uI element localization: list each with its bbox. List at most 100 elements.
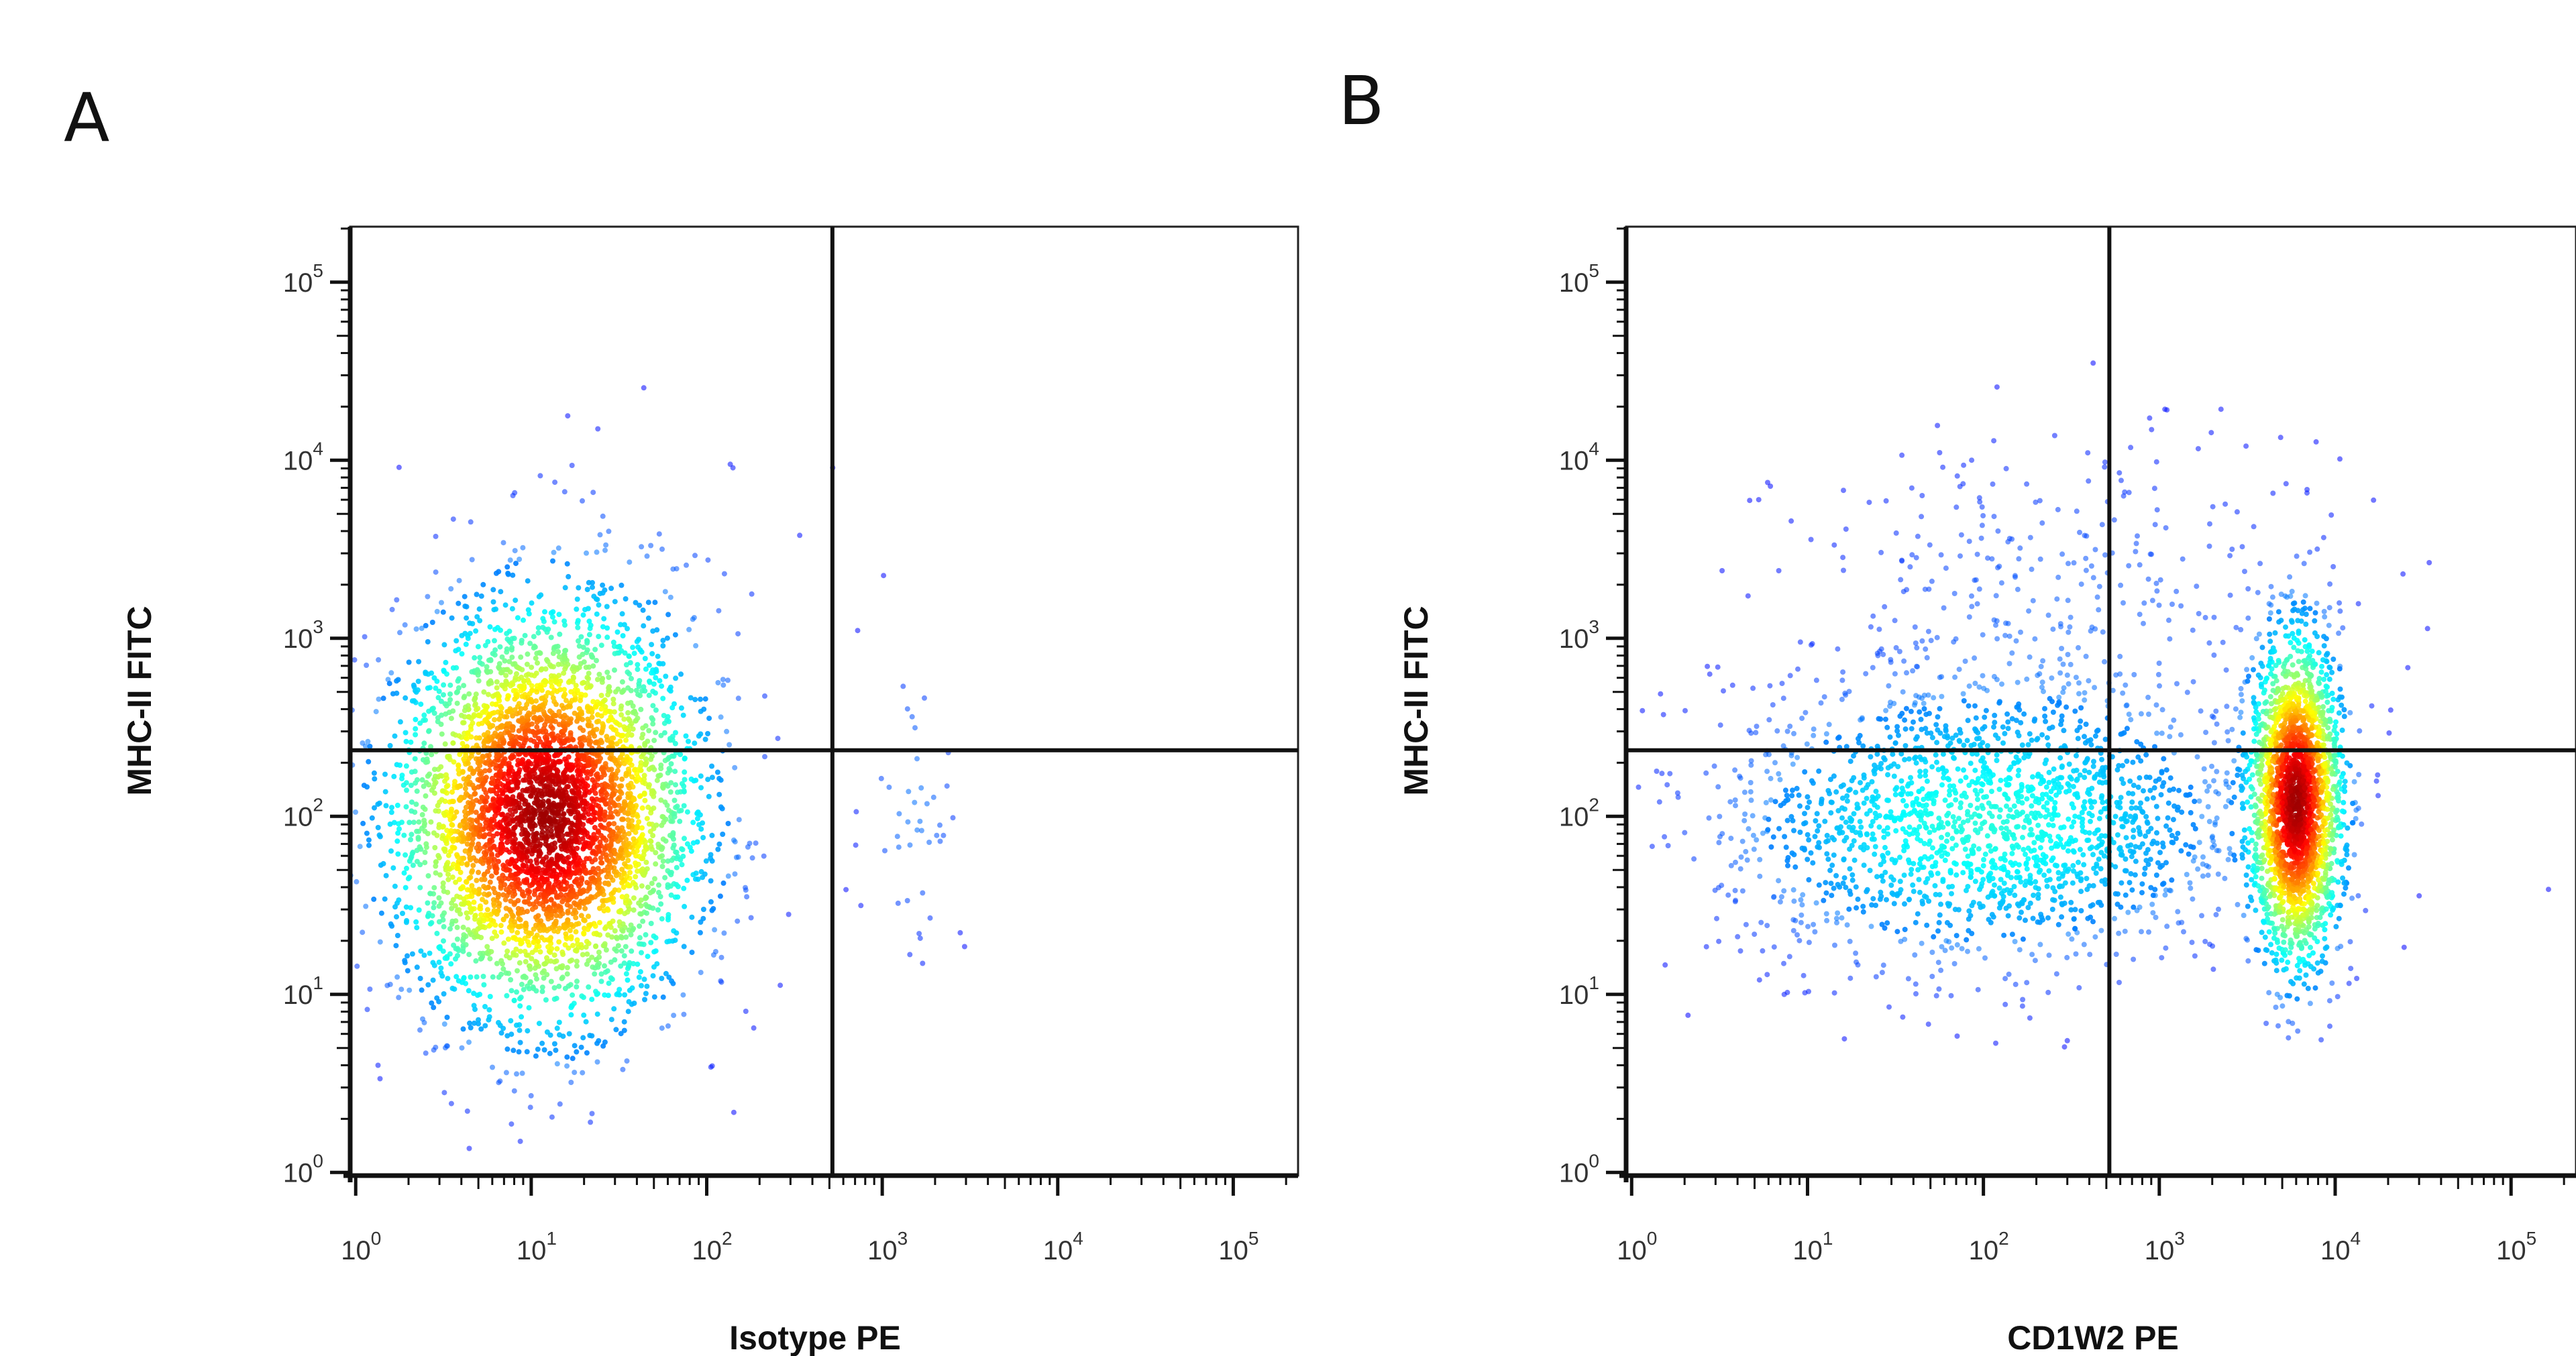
data-point xyxy=(459,860,465,866)
data-point xyxy=(680,992,686,998)
data-point xyxy=(596,876,602,882)
data-point xyxy=(698,919,704,925)
data-point xyxy=(584,705,590,711)
data-point xyxy=(591,783,597,789)
data-point xyxy=(461,720,467,726)
data-point xyxy=(450,516,456,522)
data-point xyxy=(490,587,496,593)
data-point xyxy=(468,724,474,729)
data-point xyxy=(630,644,636,651)
data-point xyxy=(564,897,570,903)
data-point xyxy=(950,815,956,821)
data-point xyxy=(560,811,566,817)
data-point xyxy=(496,665,502,671)
data-point xyxy=(409,799,415,805)
data-point xyxy=(461,695,467,701)
data-point xyxy=(853,809,859,815)
data-point xyxy=(551,860,557,866)
data-point xyxy=(914,756,920,762)
data-point xyxy=(474,707,479,713)
data-point xyxy=(643,762,649,768)
data-point xyxy=(649,753,655,759)
data-point xyxy=(626,824,632,830)
data-point xyxy=(533,754,539,760)
data-point xyxy=(715,846,721,852)
data-point xyxy=(535,630,541,636)
data-point xyxy=(608,852,614,858)
data-point xyxy=(2314,960,2320,966)
data-point xyxy=(596,884,602,890)
data-point xyxy=(494,685,500,691)
data-point xyxy=(686,738,691,744)
data-point xyxy=(500,760,506,766)
data-point xyxy=(602,992,608,998)
data-point xyxy=(527,986,532,992)
data-point xyxy=(468,794,474,800)
data-point xyxy=(573,915,579,921)
data-point xyxy=(733,854,739,860)
data-point xyxy=(440,824,446,830)
data-point xyxy=(496,772,502,778)
data-point xyxy=(451,986,458,992)
data-point xyxy=(637,647,643,653)
data-point xyxy=(607,805,613,811)
data-point xyxy=(657,894,663,899)
data-point xyxy=(614,629,621,635)
data-point xyxy=(517,1039,523,1046)
data-point xyxy=(480,813,486,820)
data-point xyxy=(576,823,582,829)
data-point xyxy=(582,905,588,911)
data-point xyxy=(557,775,562,781)
data-point xyxy=(394,690,400,696)
data-point xyxy=(653,675,659,681)
data-point xyxy=(411,698,417,703)
data-point xyxy=(672,632,678,638)
data-point xyxy=(574,963,580,969)
data-point xyxy=(626,999,632,1005)
data-point xyxy=(575,758,581,765)
data-point xyxy=(586,723,592,729)
data-point xyxy=(564,1063,570,1069)
data-point xyxy=(521,808,527,814)
data-point xyxy=(588,921,594,927)
data-point xyxy=(525,887,531,893)
data-point xyxy=(630,879,636,885)
data-point xyxy=(514,1022,519,1028)
data-point xyxy=(433,779,439,785)
data-point xyxy=(438,965,444,971)
data-point xyxy=(709,858,715,864)
data-point xyxy=(445,976,451,982)
data-point xyxy=(551,549,557,555)
data-point xyxy=(743,1009,749,1014)
data-point xyxy=(715,680,721,685)
data-point xyxy=(625,626,630,632)
data-point xyxy=(690,820,696,826)
data-point xyxy=(492,730,498,736)
data-point xyxy=(466,691,472,697)
data-point xyxy=(464,887,470,893)
data-point xyxy=(475,760,481,766)
data-point xyxy=(529,956,535,962)
data-point xyxy=(477,618,483,624)
data-point xyxy=(678,752,684,757)
data-point xyxy=(441,991,447,997)
data-point xyxy=(518,868,524,874)
data-point xyxy=(487,879,493,885)
data-point xyxy=(538,870,544,877)
data-point xyxy=(2328,912,2334,918)
data-point xyxy=(486,734,492,740)
data-point xyxy=(531,901,536,907)
data-point xyxy=(603,852,609,858)
data-point xyxy=(520,854,526,860)
data-point xyxy=(429,913,435,919)
data-point xyxy=(483,799,489,805)
data-point xyxy=(537,949,543,955)
data-point xyxy=(572,1070,578,1076)
data-point xyxy=(639,688,645,694)
data-point xyxy=(631,651,637,657)
data-point xyxy=(563,648,569,653)
data-point xyxy=(450,665,456,671)
data-point xyxy=(391,773,397,779)
data-point xyxy=(439,731,445,737)
data-point xyxy=(565,762,571,768)
